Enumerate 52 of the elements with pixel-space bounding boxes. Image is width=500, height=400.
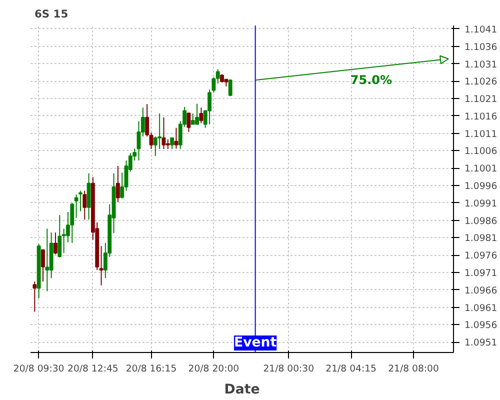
y-tick-label: 1.1036	[464, 42, 498, 53]
y-tick-label: 1.0966	[464, 285, 498, 296]
candlestick	[199, 107, 204, 124]
y-tick-label: 1.1041	[464, 24, 498, 36]
y-tick-label: 1.0991	[464, 198, 498, 210]
candlestick	[62, 228, 66, 254]
candlestick	[74, 194, 78, 218]
x-tick-label: 20/8 09:30	[13, 364, 64, 374]
y-tick-label: 1.0996	[464, 181, 498, 192]
y-tick-label: 1.0981	[464, 233, 498, 244]
candlestick	[45, 228, 50, 292]
candlestick	[82, 190, 87, 220]
candlestick	[70, 202, 74, 244]
x-tick-label: 20/8 20:00	[188, 364, 240, 374]
candlestick	[54, 232, 58, 255]
y-tick-label: 1.0971	[464, 268, 498, 279]
candlestick	[136, 120, 141, 161]
y-tick-label: 1.0956	[464, 320, 498, 332]
candlestick	[58, 214, 62, 258]
y-tick-label: 1.1001	[464, 164, 498, 175]
y-tick-label: 1.0951	[464, 338, 498, 349]
candlestick	[86, 172, 91, 220]
x-tick-label: 20/8 16:15	[126, 364, 177, 374]
y-tick-label: 1.0976	[464, 250, 498, 262]
candlestick	[174, 127, 178, 150]
candlestick	[170, 137, 174, 150]
annotation: 75.0%	[350, 72, 392, 87]
x-tick-label: 21/8 00:30	[263, 364, 314, 374]
candlestick	[116, 166, 120, 203]
candlestick	[186, 112, 191, 132]
candlestick	[32, 281, 37, 312]
y-tick-label: 1.1011	[464, 128, 498, 140]
candlestick	[78, 190, 82, 212]
x-tick-label: 20/8 12:45	[68, 364, 118, 374]
y-tick-label: 1.1016	[464, 111, 498, 122]
candlestick	[190, 113, 195, 125]
candlestick	[162, 116, 166, 150]
y-tick-label: 1.1026	[464, 76, 498, 88]
candlestick	[195, 103, 199, 125]
chart-title: 6S 15	[34, 8, 68, 20]
candlestick	[41, 249, 45, 282]
candlestick	[99, 246, 104, 286]
y-tick-label: 1.0961	[464, 302, 498, 314]
ref-line-label: Event	[234, 336, 278, 350]
y-tick-label: 1.1021	[464, 94, 498, 106]
x-axis-title: Date	[224, 382, 260, 398]
candlestick	[166, 138, 170, 150]
x-tick-label: 21/8 04:15	[326, 364, 377, 374]
y-tick-label: 1.0986	[464, 216, 498, 227]
x-tick-label: 21/8 08:00	[388, 364, 439, 374]
y-tick-label: 1.1006	[464, 146, 498, 158]
y-tick-label: 1.1031	[464, 59, 498, 70]
